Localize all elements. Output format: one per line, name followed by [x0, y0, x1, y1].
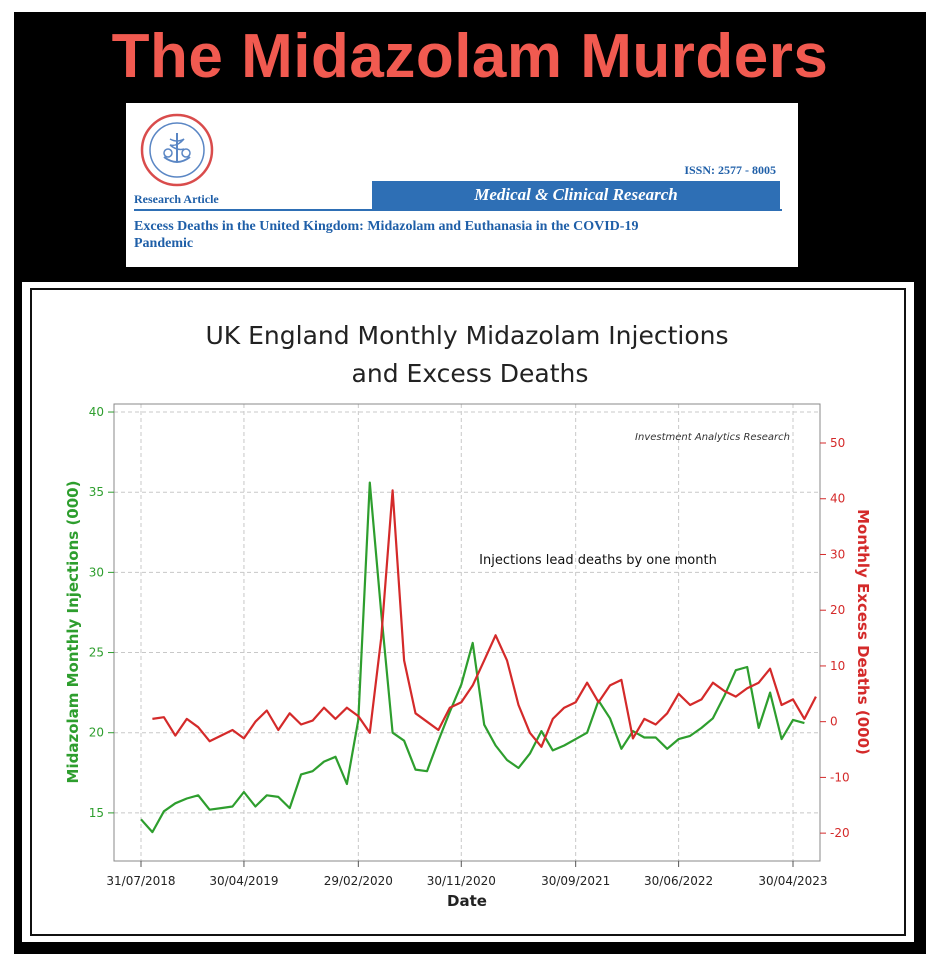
x-tick-label: 29/02/2020: [324, 874, 393, 888]
paper-title-line-1: Excess Deaths in the United Kingdom: Mid…: [134, 219, 639, 234]
chart-credit: Investment Analytics Research: [635, 432, 790, 443]
paper-header: Research Article ISSN: 2577 - 8005 Medic…: [126, 103, 798, 267]
axes: 31/07/2018 30/04/2019 29/02/2020 30/11/2020…: [89, 405, 850, 888]
y-left-tick-label: 30: [89, 565, 104, 579]
series-lines: [140, 481, 817, 834]
y-right-tick-label: 20: [830, 603, 845, 617]
x-tick-label: 30/04/2019: [209, 874, 278, 888]
paper-title: Excess Deaths in the United Kingdom: Mid…: [134, 218, 784, 252]
chart-panel: [22, 282, 914, 942]
x-tick-label: 30/11/2020: [427, 874, 496, 888]
gridlines: [114, 404, 820, 861]
chart-annotation: Injections lead deaths by one month: [479, 553, 717, 568]
chart-title-line-2: and Excess Deaths: [352, 359, 589, 388]
y-left-tick-label: 20: [89, 726, 104, 740]
chart-border: [30, 288, 906, 936]
x-tick-label: 30/09/2021: [541, 874, 610, 888]
y-right-tick-label: 40: [830, 492, 845, 506]
y-left-tick-label: 15: [89, 806, 104, 820]
plot-area-border: [113, 403, 821, 862]
x-tick-label: 30/04/2023: [758, 874, 827, 888]
issn-label: ISSN: 2577 - 8005: [684, 163, 776, 177]
journal-seal-logo: [140, 113, 214, 187]
x-axis-label: Date: [447, 892, 487, 910]
y-axis-right-label: Monthly Excess Deaths (000): [854, 509, 872, 755]
chart-title-line-1: UK England Monthly Midazolam Injections: [205, 321, 728, 350]
y-right-tick-label: 0: [830, 715, 838, 729]
article-type-label: Research Article: [134, 192, 219, 206]
headline: The Midazolam Murders: [111, 22, 829, 91]
injections-series-line: [140, 481, 805, 834]
paper-title-line-2: Pandemic: [134, 236, 194, 251]
y-right-tick-label: -10: [830, 770, 850, 784]
excess-deaths-series-line: [152, 489, 817, 748]
y-right-tick-label: 10: [830, 659, 845, 673]
y-axis-left-label: Midazolam Monthly Injections (000): [64, 481, 82, 784]
y-left-tick-label: 35: [89, 485, 104, 499]
y-right-tick-label: 30: [830, 547, 845, 561]
journal-name-banner: Medical & Clinical Research: [372, 181, 780, 209]
y-left-tick-label: 40: [89, 405, 104, 419]
x-tick-label: 31/07/2018: [106, 874, 175, 888]
y-right-tick-label: -20: [830, 826, 850, 840]
header-rule: [134, 209, 782, 211]
x-tick-label: 30/06/2022: [644, 874, 713, 888]
y-right-tick-label: 50: [830, 436, 845, 450]
y-left-tick-label: 25: [89, 646, 104, 660]
